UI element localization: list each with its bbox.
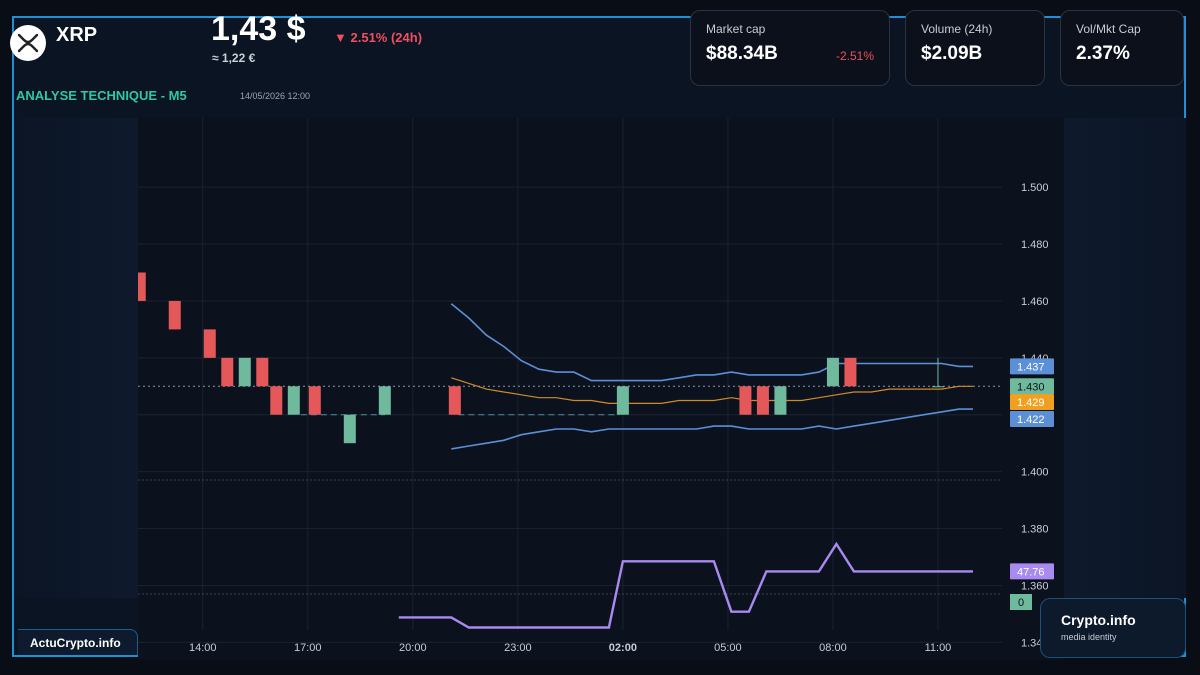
price-change-text: 2.51% (24h) — [350, 30, 423, 45]
y-tick-label: 1.400 — [1021, 467, 1049, 479]
market-cap-label: Market cap — [706, 22, 766, 36]
brand-right-title: Crypto.info — [1061, 612, 1136, 628]
vol-mkt-cap-value: 2.37% — [1076, 43, 1130, 64]
x-tick-label: 14:00 — [189, 642, 217, 654]
candle-body — [378, 386, 391, 415]
analysis-date: 14/05/2026 12:00 — [240, 91, 311, 101]
price-chart: 1.5001.4801.4601.4401.4201.4001.3801.360… — [133, 118, 1054, 654]
y-tick-label: 1.480 — [1021, 239, 1049, 251]
xrp-logo-icon — [10, 25, 46, 61]
last-price-label: 1.430 — [1017, 381, 1045, 393]
x-tick-label: 17:00 — [294, 642, 322, 654]
candle-body — [756, 386, 769, 415]
candle-body — [270, 386, 283, 415]
candle-body — [287, 386, 300, 415]
upper-band-label: 1.437 — [1017, 361, 1045, 373]
zero-label: 0 — [1018, 597, 1024, 609]
x-tick-label: 02:00 — [609, 642, 637, 654]
moving-average-line — [451, 377, 973, 404]
coin-name: XRP — [56, 24, 98, 46]
x-tick-label: 11:00 — [925, 642, 952, 654]
candle-body — [826, 357, 839, 387]
candle-body — [308, 386, 321, 415]
bollinger-lower-line — [451, 408, 973, 450]
volume-value: $2.09B — [921, 43, 983, 64]
candle-body — [343, 414, 356, 444]
right-panel — [1062, 118, 1186, 598]
vol-mkt-cap-label: Vol/Mkt Cap — [1076, 22, 1141, 36]
bollinger-upper-line — [450, 303, 973, 382]
y-tick-label: 1.380 — [1021, 524, 1049, 536]
y-tick-label: 1.500 — [1021, 182, 1049, 194]
vol-mkt-cap-card: Vol/Mkt Cap 2.37% — [1060, 10, 1184, 86]
ma-label-bg — [1010, 393, 1054, 410]
analysis-title: ANALYSE TECHNIQUE - M5 — [16, 88, 187, 103]
volume-label: Volume (24h) — [921, 22, 993, 36]
brand-left-tag: ActuCrypto.info — [18, 629, 138, 655]
last-price-label-bg — [1010, 378, 1054, 395]
ma-label: 1.429 — [1017, 397, 1045, 409]
brand-left-text: ActuCrypto.info — [30, 636, 121, 650]
candle-body — [221, 357, 234, 387]
candle-body — [256, 357, 269, 387]
zero-label-bg — [1010, 594, 1032, 610]
candle-body — [133, 272, 146, 301]
rsi-label-bg — [1010, 563, 1054, 580]
brand-right-card: Crypto.info media identity — [1040, 598, 1186, 658]
rsi-line — [398, 541, 973, 629]
brand-right-subtitle: media identity — [1061, 632, 1117, 642]
left-panel — [14, 118, 138, 598]
y-tick-label: 1.360 — [1021, 580, 1049, 592]
lower-band-label-bg — [1010, 411, 1054, 428]
y-tick-label: 1.460 — [1021, 296, 1049, 308]
price: 1,43 $ — [211, 10, 306, 48]
market-cap-card: Market cap $88.34B -2.51% — [690, 10, 890, 86]
x-tick-label: 23:00 — [504, 642, 532, 654]
candle-body — [739, 386, 752, 415]
lower-band-label: 1.422 — [1017, 414, 1045, 426]
price-eur: ≈ 1,22 € — [212, 51, 256, 65]
x-tick-label: 20:00 — [399, 642, 427, 654]
market-cap-value: $88.34B — [706, 43, 778, 64]
x-tick-label: 08:00 — [819, 642, 847, 654]
price-change: ▼ 2.51% (24h) — [334, 30, 422, 45]
down-arrow-icon: ▼ — [334, 30, 347, 45]
candle-body — [931, 386, 944, 388]
candle-body — [844, 357, 857, 387]
market-cap-change: -2.51% — [835, 49, 874, 63]
chart-area: 1.5001.4801.4601.4401.4201.4001.3801.360… — [133, 118, 1064, 660]
candle-body — [448, 386, 461, 415]
candle-body — [203, 329, 216, 358]
x-tick-label: 05:00 — [714, 642, 742, 654]
candle-body — [238, 357, 251, 387]
candle-body — [774, 386, 787, 415]
volume-card: Volume (24h) $2.09B — [905, 10, 1045, 86]
candle-body — [616, 386, 629, 415]
rsi-label: 47.76 — [1017, 566, 1045, 578]
candle-body — [168, 300, 181, 330]
upper-band-label-bg — [1010, 358, 1054, 375]
